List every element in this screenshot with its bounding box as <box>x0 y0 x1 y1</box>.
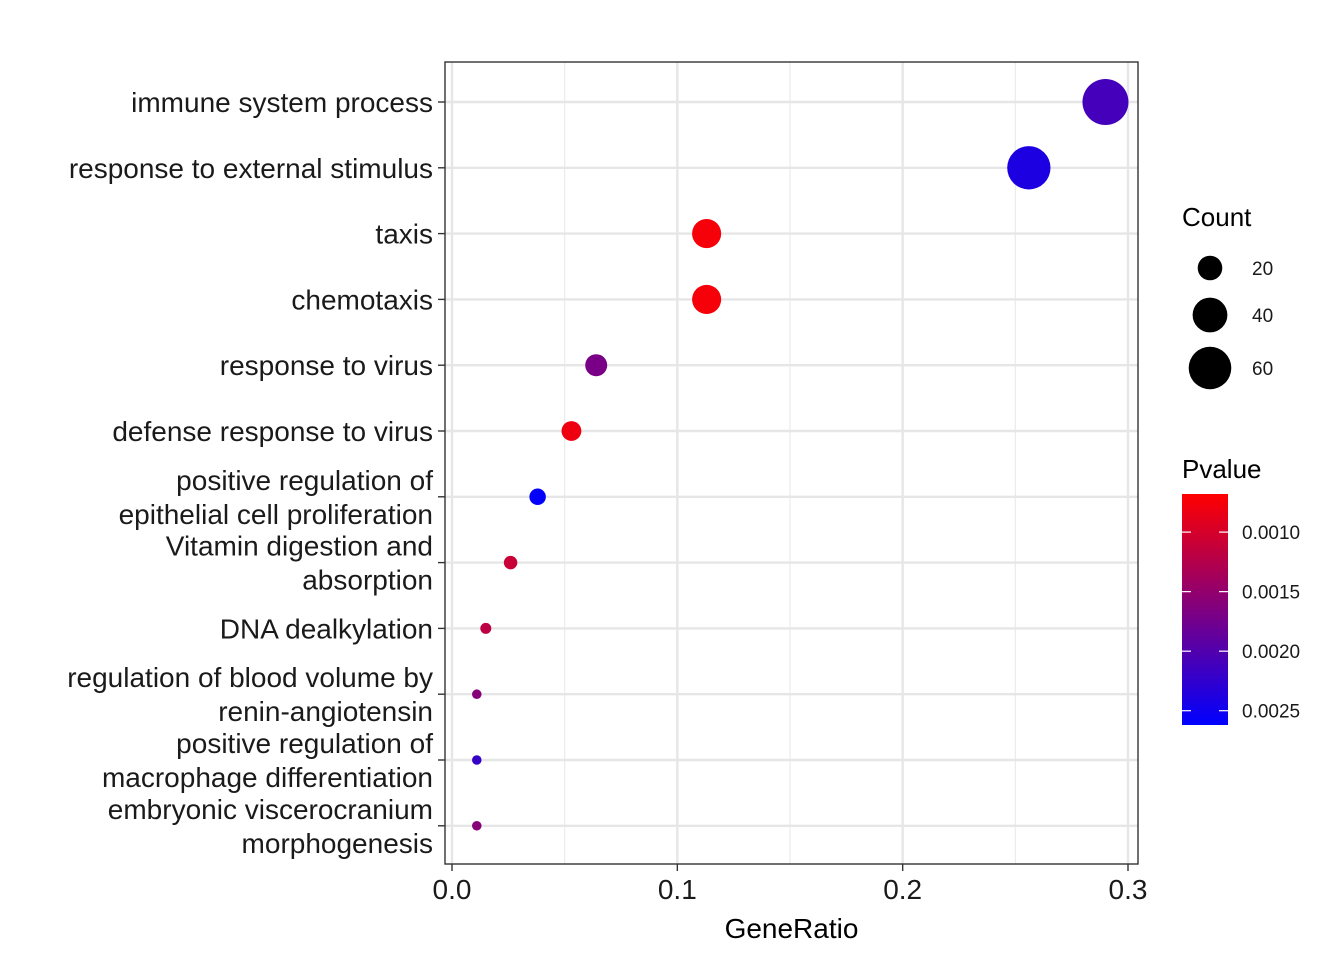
count-legend-label: 20 <box>1252 259 1273 280</box>
y-tick-label: response to virus <box>220 350 433 381</box>
y-tick-label-line: positive regulation of <box>176 728 433 759</box>
data-point <box>472 821 482 831</box>
count-legend: Count 20 40 60 <box>1182 202 1273 390</box>
grid-lines <box>445 62 1138 864</box>
data-point <box>472 689 482 699</box>
data-point <box>585 354 608 377</box>
y-axis: immune system process response to externa… <box>67 87 445 859</box>
x-tick-label: 0.2 <box>883 874 922 905</box>
y-tick-label-line: epithelial cell proliferation <box>119 499 433 530</box>
y-tick-label-line: response to external stimulus <box>69 153 433 184</box>
y-tick-label: regulation of blood volume by renin-angio… <box>67 662 433 727</box>
count-legend-label: 60 <box>1252 359 1273 380</box>
pvalue-legend: Pvalue 0.0010 0.0015 0.0020 0.0025 <box>1182 454 1300 725</box>
y-tick-label-line: defense response to virus <box>112 416 433 447</box>
count-legend-key <box>1188 346 1232 390</box>
count-legend-key <box>1197 255 1223 281</box>
data-point <box>1007 146 1051 190</box>
data-point <box>480 622 492 634</box>
y-tick-label-line: DNA dealkylation <box>220 613 433 644</box>
panel-border <box>444 61 1139 865</box>
x-axis-title: GeneRatio <box>725 913 859 944</box>
count-legend-key <box>1192 297 1228 333</box>
x-tick-label: 0.3 <box>1109 874 1148 905</box>
pvalue-legend-label: 0.0010 <box>1242 523 1300 544</box>
x-tick-label: 0.1 <box>658 874 697 905</box>
y-tick-label-line: Vitamin digestion and <box>166 531 433 562</box>
y-tick-label: immune system process <box>131 87 433 118</box>
y-tick-label-line: macrophage differentiation <box>102 762 433 793</box>
y-tick-label-line: regulation of blood volume by <box>67 662 433 693</box>
pvalue-legend-label: 0.0015 <box>1242 583 1300 604</box>
data-point <box>503 555 518 570</box>
y-tick-label-line: immune system process <box>131 87 433 118</box>
data-point <box>529 488 546 506</box>
data-point <box>692 284 722 314</box>
x-axis: 0.0 0.1 0.2 0.3 <box>433 864 1148 905</box>
data-point <box>472 755 482 765</box>
data-point <box>1082 78 1129 126</box>
pvalue-legend-label: 0.0025 <box>1242 702 1300 723</box>
y-tick-label: response to external stimulus <box>69 153 433 184</box>
count-legend-title: Count <box>1182 202 1252 232</box>
y-tick-label-line: absorption <box>302 565 433 596</box>
y-tick-label: chemotaxis <box>291 284 433 315</box>
y-tick-label-line: chemotaxis <box>291 284 433 315</box>
pvalue-legend-label: 0.0020 <box>1242 642 1300 663</box>
y-tick-label: positive regulation of epithelial cell pr… <box>119 465 434 530</box>
pvalue-legend-title: Pvalue <box>1182 454 1262 484</box>
y-tick-label-line: morphogenesis <box>242 828 433 859</box>
y-tick-label-line: positive regulation of <box>176 465 433 496</box>
y-tick-label: positive regulation of macrophage differe… <box>102 728 433 793</box>
y-tick-label-line: embryonic viscerocranium <box>108 794 433 825</box>
y-tick-label: embryonic viscerocranium morphogenesis <box>108 794 433 859</box>
y-tick-label: Vitamin digestion and absorption <box>166 531 433 596</box>
y-tick-label-line: taxis <box>375 219 433 250</box>
x-tick-label: 0.0 <box>433 874 472 905</box>
count-legend-label: 40 <box>1252 306 1273 327</box>
y-tick-label-line: response to virus <box>220 350 433 381</box>
data-point <box>561 421 582 441</box>
y-tick-label-line: renin-angiotensin <box>218 696 433 727</box>
data-point <box>692 219 722 249</box>
y-tick-label: taxis <box>375 219 433 250</box>
pvalue-colorbar <box>1182 494 1228 725</box>
y-tick-label: defense response to virus <box>112 416 433 447</box>
data-points <box>472 78 1129 831</box>
y-tick-label: DNA dealkylation <box>220 613 433 644</box>
